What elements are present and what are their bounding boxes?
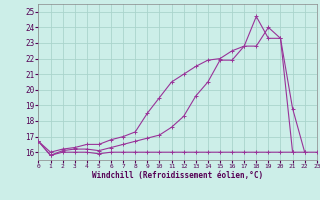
X-axis label: Windchill (Refroidissement éolien,°C): Windchill (Refroidissement éolien,°C): [92, 171, 263, 180]
